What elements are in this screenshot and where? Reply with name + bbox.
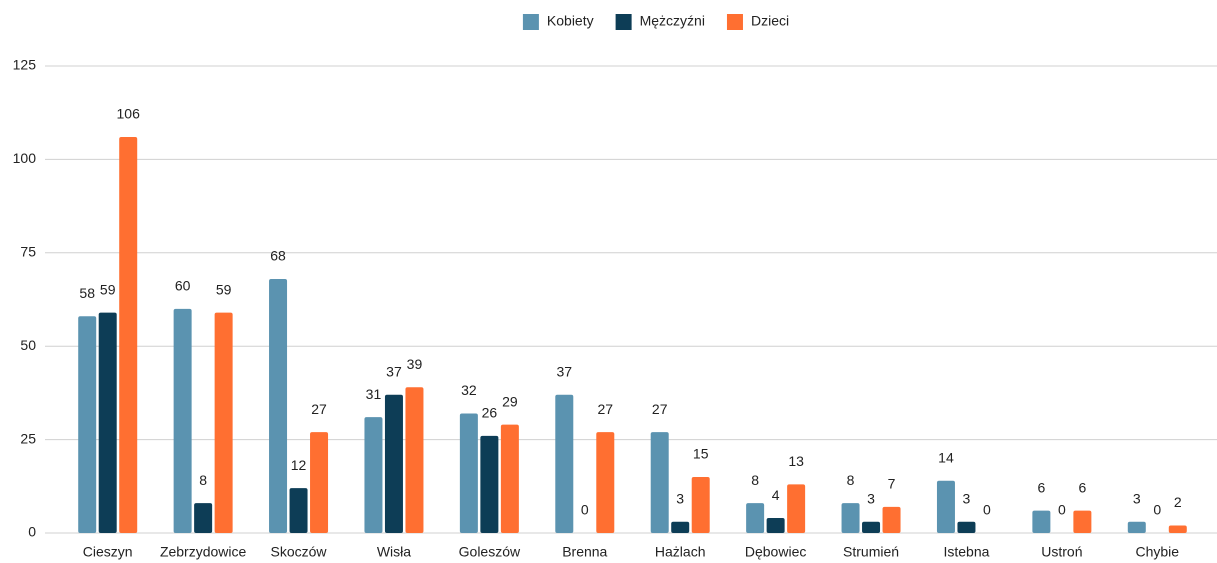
legend-swatch <box>522 14 539 30</box>
x-tick-label: Chybie <box>1135 544 1179 560</box>
y-tick-label: 100 <box>13 150 37 166</box>
x-tick-label: Dębowiec <box>745 544 806 560</box>
value-label: 59 <box>216 281 232 297</box>
bar <box>650 432 669 533</box>
legend-label: Kobiety <box>547 13 594 29</box>
bar <box>1168 525 1187 533</box>
x-tick-label: Cieszyn <box>83 544 133 560</box>
legend-label: Mężczyźni <box>640 13 705 29</box>
value-label: 59 <box>100 281 116 297</box>
y-tick-label: 50 <box>20 337 36 353</box>
value-label: 8 <box>751 472 759 488</box>
value-label: 0 <box>581 502 589 518</box>
value-label: 27 <box>652 401 668 417</box>
bar <box>555 394 574 533</box>
value-label: 8 <box>199 472 207 488</box>
bar <box>98 312 117 533</box>
bar <box>194 503 213 533</box>
value-label: 37 <box>386 363 402 379</box>
value-label: 27 <box>598 401 614 417</box>
bar <box>364 417 383 533</box>
value-label: 2 <box>1174 494 1182 510</box>
bar <box>957 521 976 533</box>
value-label: 3 <box>1133 490 1141 506</box>
value-label: 0 <box>983 502 991 518</box>
value-label: 4 <box>772 487 780 503</box>
bar <box>766 518 785 533</box>
value-label: 68 <box>270 248 286 264</box>
value-label: 13 <box>788 453 804 469</box>
bar <box>269 278 288 533</box>
value-label: 8 <box>847 472 855 488</box>
x-tick-label: Ustroń <box>1041 544 1082 560</box>
value-label: 6 <box>1078 479 1086 495</box>
bar <box>936 480 955 533</box>
value-label: 3 <box>963 490 971 506</box>
value-label: 7 <box>888 476 896 492</box>
bar <box>841 503 860 533</box>
x-tick-label: Wisła <box>377 544 411 560</box>
bar <box>384 394 403 533</box>
y-tick-label: 25 <box>20 430 36 446</box>
value-label: 3 <box>676 490 684 506</box>
bar <box>173 308 192 533</box>
bar <box>459 413 478 533</box>
bar <box>405 387 424 533</box>
value-label: 32 <box>461 382 477 398</box>
value-label: 60 <box>175 278 191 294</box>
bar <box>691 476 710 533</box>
value-label: 31 <box>366 386 382 402</box>
bar <box>214 312 233 533</box>
value-label: 6 <box>1037 479 1045 495</box>
legend-label: Dzieci <box>751 13 789 29</box>
legend-swatch <box>726 14 743 30</box>
value-label: 37 <box>557 363 573 379</box>
value-label: 58 <box>79 285 95 301</box>
bar <box>882 506 901 533</box>
bar <box>1073 510 1092 533</box>
legend: Kobiety Mężczyźni Dzieci <box>522 13 789 30</box>
bar <box>310 432 329 533</box>
value-label: 12 <box>291 457 307 473</box>
value-label: 3 <box>867 490 875 506</box>
x-tick-label: Istebna <box>943 544 989 560</box>
y-tick-label: 125 <box>13 57 37 73</box>
bar <box>500 424 519 533</box>
value-label: 14 <box>938 449 954 465</box>
bar <box>1127 521 1146 533</box>
x-tick-label: Goleszów <box>459 544 521 560</box>
legend-swatch <box>615 14 632 30</box>
x-tick-label: Strumień <box>843 544 899 560</box>
x-tick-label: Zebrzydowice <box>160 544 247 560</box>
value-label: 26 <box>482 405 498 421</box>
bar <box>480 435 499 533</box>
bar <box>289 488 308 533</box>
bar <box>119 136 138 533</box>
bar <box>787 484 806 533</box>
x-tick-label: Skoczów <box>271 544 328 560</box>
y-tick-label: 0 <box>28 524 36 540</box>
value-label: 106 <box>117 106 141 122</box>
y-tick-label: 75 <box>20 244 36 260</box>
x-tick-label: Brenna <box>562 544 607 560</box>
value-label: 27 <box>311 401 327 417</box>
value-label: 0 <box>1153 502 1161 518</box>
bar <box>596 432 615 533</box>
bar <box>1032 510 1051 533</box>
value-label: 39 <box>407 356 423 372</box>
x-tick-label: Hażlach <box>655 544 706 560</box>
value-label: 0 <box>1058 502 1066 518</box>
bar <box>746 503 765 533</box>
bar <box>671 521 690 533</box>
bar <box>862 521 881 533</box>
bar <box>78 316 97 533</box>
value-label: 15 <box>693 446 709 462</box>
value-label: 29 <box>502 393 518 409</box>
